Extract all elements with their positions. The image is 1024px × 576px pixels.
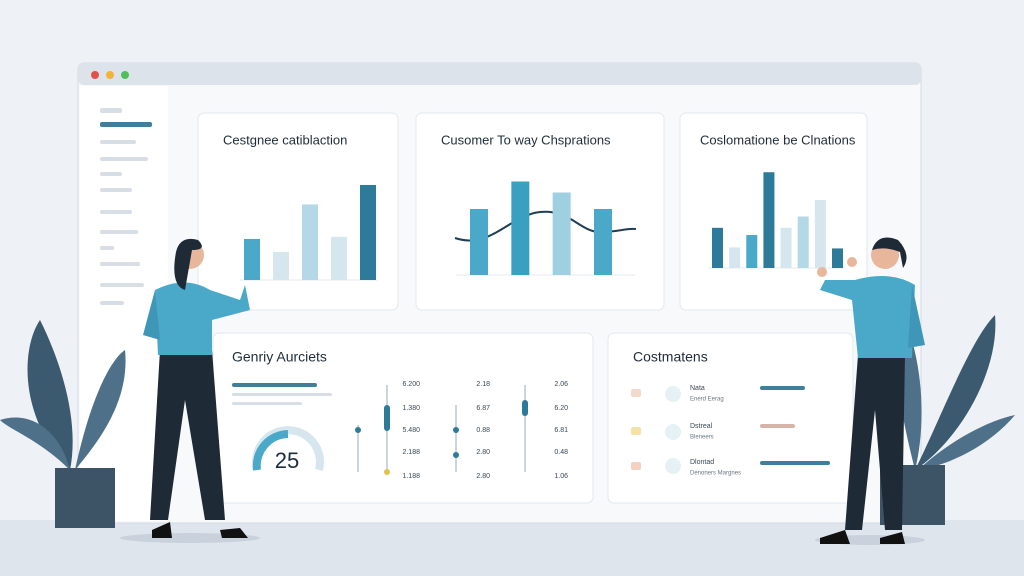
slider-knobs[interactable] (355, 400, 528, 475)
bar (832, 248, 843, 268)
bar (746, 235, 758, 268)
list-label: Dlontad (690, 459, 714, 466)
table-cell: 5.480 (402, 427, 420, 434)
min-dot[interactable] (106, 71, 114, 79)
bar (302, 204, 318, 280)
close-dot[interactable] (91, 71, 99, 79)
bar (780, 227, 792, 268)
panel-title: Cestgnee catiblaction (223, 132, 347, 147)
table-cell: 6.81 (554, 427, 568, 434)
person-right (815, 237, 925, 545)
list-label: Dstreal (690, 423, 713, 430)
analytics-bar (232, 393, 332, 396)
bar (331, 236, 347, 280)
floor (0, 520, 1024, 576)
bar (511, 181, 530, 275)
table-cell: 2.18 (476, 381, 490, 388)
bar (797, 216, 809, 268)
analytics-bar (232, 383, 317, 387)
analytics-bar (232, 402, 302, 405)
table-cell: 2.80 (476, 449, 490, 456)
bar (763, 172, 775, 268)
table-cell: 2.06 (554, 381, 568, 388)
table-cell: 1.06 (554, 473, 568, 480)
bar (470, 209, 488, 275)
browser-bar (78, 63, 921, 85)
panel-title: Coslomatione be Clnations (700, 132, 856, 147)
plant-left (0, 320, 126, 528)
max-dot[interactable] (121, 71, 129, 79)
list-sub: Denoners Margnes (690, 471, 741, 477)
bar (729, 247, 741, 268)
table-cell: 2.80 (476, 473, 490, 480)
bar (244, 238, 260, 280)
panels (197, 112, 868, 504)
gauge-value: 25 (275, 448, 299, 473)
bar (273, 251, 289, 280)
bar (552, 192, 571, 275)
bar (814, 200, 826, 268)
sidebar-items (100, 108, 152, 305)
list-icons (631, 386, 830, 474)
table-cell: 1.380 (402, 405, 420, 412)
table-cell: 6.87 (476, 405, 490, 412)
list-label: Nata (690, 385, 705, 392)
list-sub: Bleneers (690, 435, 714, 441)
bar (594, 209, 612, 275)
person-left (120, 238, 260, 543)
gauge-fill (252, 430, 289, 471)
list-sub: Enerd Eerag (690, 397, 724, 403)
panel-title: Genriy Aurciets (232, 349, 327, 365)
table-cell: 2.188 (402, 449, 420, 456)
table-cell: 1.188 (402, 473, 420, 480)
panel-title: Cusomer To way Chsprations (441, 132, 611, 147)
table-cell: 6.200 (402, 381, 420, 388)
table-cell: 6.20 (554, 405, 568, 412)
table-cell: 0.88 (476, 427, 490, 434)
bar (712, 227, 723, 268)
panel-title: Costmatens (633, 349, 708, 365)
bar (360, 184, 376, 280)
table-cell: 0.48 (554, 449, 568, 456)
